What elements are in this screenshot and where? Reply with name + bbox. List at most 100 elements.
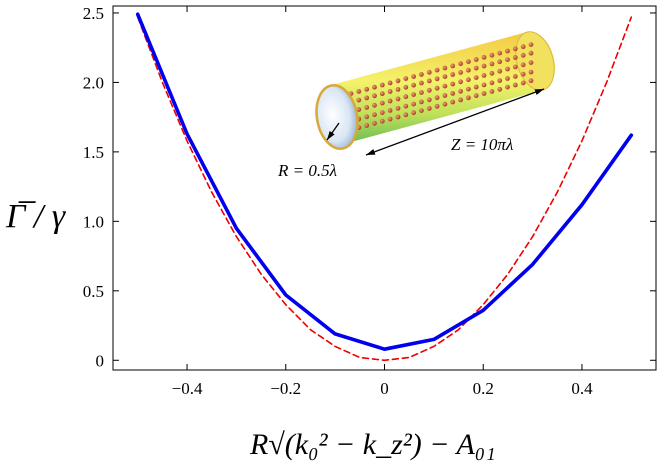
atom bbox=[512, 64, 518, 70]
atom bbox=[356, 97, 362, 103]
atom bbox=[419, 108, 424, 113]
atom bbox=[426, 69, 432, 75]
atom bbox=[520, 62, 526, 68]
atom bbox=[505, 48, 510, 54]
x-tick-label: −0.4 bbox=[172, 379, 203, 398]
atom bbox=[505, 66, 510, 72]
atom bbox=[481, 91, 487, 96]
atom bbox=[528, 69, 534, 75]
atom bbox=[395, 87, 401, 92]
atom bbox=[379, 100, 385, 106]
atom bbox=[505, 57, 510, 62]
cylinder-open-end bbox=[315, 84, 359, 150]
atom bbox=[395, 114, 401, 120]
atom bbox=[364, 105, 370, 110]
atom bbox=[442, 93, 448, 98]
atom bbox=[466, 95, 471, 101]
atom bbox=[419, 90, 424, 95]
y-tick-label: 0 bbox=[96, 351, 105, 370]
cylinder-inset-illustration: R = 0.5λ Z = 10πλ bbox=[277, 31, 556, 180]
length-label: Z = 10πλ bbox=[451, 135, 513, 154]
atom bbox=[419, 72, 424, 77]
y-tick-label: 1.0 bbox=[83, 212, 104, 231]
atom bbox=[356, 89, 362, 94]
atom bbox=[411, 110, 416, 116]
atom bbox=[395, 78, 401, 84]
x-tick-label: 0.4 bbox=[571, 379, 593, 398]
atom bbox=[434, 103, 440, 109]
atom bbox=[364, 114, 370, 120]
atom bbox=[372, 93, 377, 99]
x-axis-label: R√(k₀² − k_z²) − A₀₁ bbox=[249, 428, 496, 461]
atom bbox=[481, 54, 487, 60]
atom bbox=[466, 59, 471, 64]
atom bbox=[403, 76, 409, 81]
atom bbox=[481, 82, 487, 88]
atom bbox=[434, 85, 440, 91]
x-tick-label: −0.2 bbox=[270, 379, 301, 398]
atom bbox=[387, 98, 393, 104]
atom bbox=[489, 52, 495, 58]
series-line-solid bbox=[135, 12, 634, 352]
atom bbox=[497, 78, 503, 83]
atom bbox=[411, 92, 416, 97]
series-layer bbox=[135, 12, 634, 362]
atom bbox=[497, 59, 503, 65]
atom bbox=[364, 95, 370, 101]
radius-label: R = 0.5λ bbox=[277, 161, 337, 180]
atom bbox=[372, 112, 377, 118]
atom bbox=[450, 81, 456, 87]
atom bbox=[473, 65, 479, 71]
atom bbox=[466, 77, 471, 83]
atom bbox=[497, 68, 503, 74]
atom bbox=[458, 61, 463, 67]
atom bbox=[387, 108, 393, 113]
atom bbox=[372, 120, 377, 126]
atom bbox=[379, 118, 385, 124]
atom bbox=[411, 101, 416, 107]
series-line-dashed bbox=[136, 16, 633, 362]
x-axis-ticks: −0.4 −0.2 0 0.2 0.4 bbox=[172, 6, 593, 398]
y-axis-label: Γ̅ / γ bbox=[5, 198, 67, 235]
atom bbox=[458, 97, 463, 103]
atom bbox=[528, 78, 534, 84]
atom bbox=[505, 84, 510, 90]
atom bbox=[395, 96, 401, 102]
atom bbox=[395, 105, 401, 111]
atom bbox=[372, 84, 377, 90]
atom bbox=[528, 60, 534, 65]
atom bbox=[403, 94, 409, 100]
atom bbox=[458, 70, 463, 75]
atom bbox=[520, 71, 526, 77]
atom bbox=[450, 63, 456, 69]
atom bbox=[512, 82, 518, 88]
atom bbox=[489, 61, 495, 67]
atom bbox=[512, 55, 518, 60]
atom bbox=[520, 52, 526, 58]
atom bbox=[450, 72, 456, 77]
atom bbox=[466, 67, 471, 73]
atom bbox=[442, 101, 448, 107]
y-tick-label: 0.5 bbox=[83, 282, 104, 301]
atom bbox=[481, 63, 487, 69]
atom bbox=[489, 80, 495, 86]
atom bbox=[481, 73, 487, 78]
atom bbox=[473, 75, 479, 80]
atom bbox=[387, 89, 393, 94]
atom bbox=[403, 103, 409, 109]
atom bbox=[497, 86, 503, 92]
atom bbox=[489, 89, 495, 94]
atom bbox=[473, 57, 479, 62]
atom bbox=[434, 76, 440, 82]
atom bbox=[426, 78, 432, 84]
atom bbox=[497, 50, 503, 56]
atom bbox=[387, 80, 393, 86]
atom bbox=[520, 80, 526, 86]
atom bbox=[426, 97, 432, 103]
atom bbox=[426, 106, 432, 111]
atom bbox=[372, 102, 377, 108]
atom bbox=[419, 99, 424, 105]
plot-frame bbox=[112, 5, 657, 371]
atom bbox=[458, 79, 463, 85]
atom bbox=[505, 76, 510, 81]
